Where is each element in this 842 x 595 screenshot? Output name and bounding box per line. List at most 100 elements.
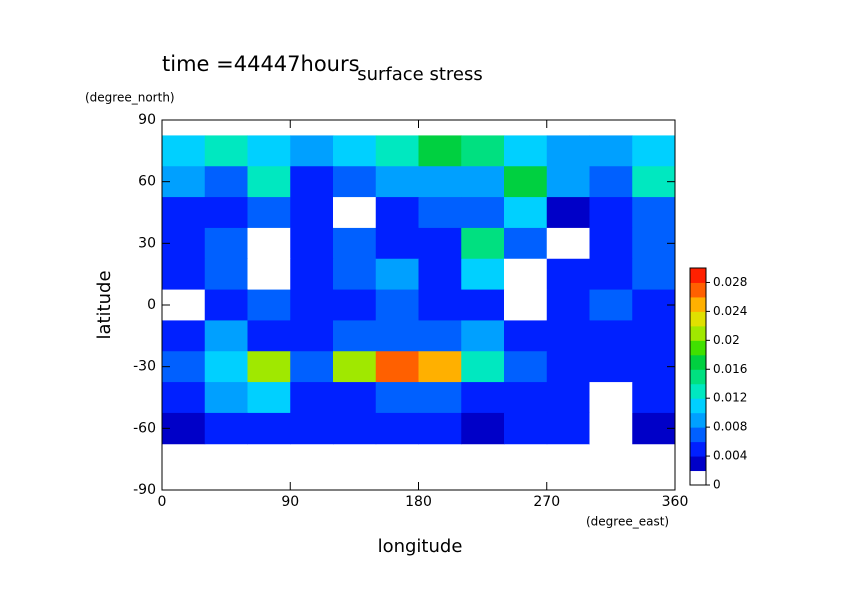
heat-cell	[418, 227, 462, 260]
heat-cell	[333, 320, 377, 352]
heat-cell	[247, 166, 291, 198]
heat-cell	[204, 351, 248, 383]
heat-cell	[375, 351, 419, 383]
heat-cell	[204, 197, 248, 229]
heat-cell	[632, 320, 676, 352]
colorbar-swatch	[690, 398, 706, 414]
heat-cell	[418, 258, 462, 291]
heat-cell	[290, 289, 334, 321]
heat-cell	[333, 412, 377, 445]
heat-cell	[504, 412, 548, 445]
heat-cell	[461, 351, 505, 383]
heat-cell	[504, 258, 548, 291]
heat-cell	[333, 166, 377, 198]
colorbar-swatch	[690, 282, 706, 298]
heat-cell	[247, 320, 291, 352]
heat-cell	[546, 289, 590, 321]
heat-cell	[375, 412, 419, 445]
heat-cell	[333, 382, 377, 414]
heat-cell	[162, 197, 206, 229]
y-tick-label: 60	[138, 174, 156, 190]
heat-cell	[632, 197, 676, 229]
colorbar-swatch	[690, 340, 706, 356]
heat-cell	[546, 351, 590, 383]
heat-cell	[461, 166, 505, 198]
heat-cell	[589, 197, 633, 229]
colorbar-swatch	[690, 412, 706, 428]
heat-cell	[589, 135, 633, 167]
colorbar-swatch	[690, 369, 706, 385]
heat-cell	[333, 351, 377, 383]
heat-cell	[375, 197, 419, 229]
heat-cell	[204, 320, 248, 352]
heat-cell	[461, 412, 505, 445]
heat-cell	[632, 135, 676, 167]
heat-cell	[589, 227, 633, 260]
heat-cell	[290, 197, 334, 229]
colorbar-frame	[689, 267, 707, 486]
heat-cell	[589, 382, 633, 414]
colorbar-swatch	[690, 325, 706, 341]
heat-cell	[333, 197, 377, 229]
heat-cell	[375, 227, 419, 260]
heat-cell	[375, 258, 419, 291]
x-axis-label: longitude	[378, 536, 463, 557]
heat-cell	[461, 135, 505, 167]
colorbar-swatch	[690, 296, 706, 312]
y-axis-label: latitude	[94, 270, 115, 339]
heat-cell	[333, 289, 377, 321]
heat-cell	[162, 382, 206, 414]
subtitle: time =44447hours	[162, 52, 360, 76]
heat-cell	[461, 289, 505, 321]
heat-cell	[418, 135, 462, 167]
heat-cell	[162, 258, 206, 291]
heat-cell	[546, 382, 590, 414]
colorbar-swatch	[690, 427, 706, 443]
colorbar-tick-label: 0	[713, 478, 721, 492]
heat-cell	[546, 227, 590, 260]
heat-cell	[375, 289, 419, 321]
heat-cell	[290, 258, 334, 291]
heat-cell	[375, 320, 419, 352]
heat-cell	[461, 320, 505, 352]
heat-cell	[375, 135, 419, 167]
x-tick-label: 360	[662, 494, 689, 510]
colorbar-tick-label: 0.004	[713, 449, 747, 463]
x-tick-label: 0	[158, 494, 167, 510]
heat-cell	[461, 382, 505, 414]
heat-cell	[504, 289, 548, 321]
heat-cell	[290, 135, 334, 167]
heat-cell	[247, 227, 291, 260]
heat-cell	[504, 227, 548, 260]
y-tick-label: -90	[133, 482, 156, 498]
heat-cell	[290, 382, 334, 414]
heat-cell	[247, 382, 291, 414]
colorbar-tick-label: 0.028	[713, 275, 747, 289]
heat-cell	[418, 412, 462, 445]
heat-cell	[247, 135, 291, 167]
x-unit: (degree_east)	[586, 515, 669, 529]
heat-cell	[418, 382, 462, 414]
heat-cell	[589, 166, 633, 198]
chart-title: surface stress	[357, 64, 483, 85]
colorbar-swatch	[690, 311, 706, 327]
heat-cell	[290, 227, 334, 260]
heat-cell	[375, 382, 419, 414]
colorbar-swatch	[690, 383, 706, 399]
colorbar-tick-label: 0.012	[713, 391, 747, 405]
heat-cell	[461, 258, 505, 291]
heat-cell	[375, 166, 419, 198]
heat-cell	[589, 258, 633, 291]
heat-cell	[204, 166, 248, 198]
heat-cell	[247, 289, 291, 321]
heat-cell	[333, 227, 377, 260]
heat-cell	[247, 258, 291, 291]
x-tick-label: 270	[533, 494, 560, 510]
heat-cell	[333, 258, 377, 291]
colorbar-tick-label: 0.024	[713, 304, 747, 318]
heat-cell	[247, 412, 291, 445]
heat-cell	[418, 351, 462, 383]
heat-cell	[504, 166, 548, 198]
heat-cell	[247, 197, 291, 229]
heat-cell	[589, 412, 633, 445]
